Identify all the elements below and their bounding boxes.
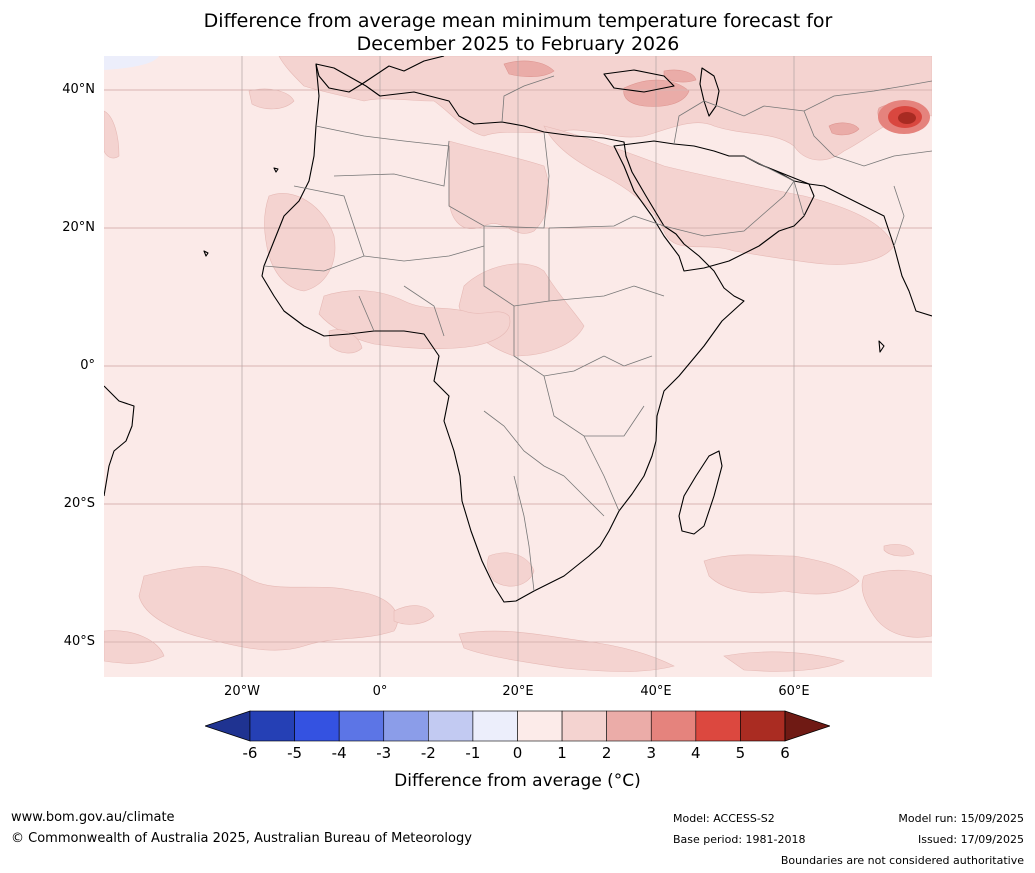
lon-label-0: 0°	[372, 684, 388, 699]
colorbar-cell	[606, 710, 652, 742]
colorbar-cell	[338, 710, 385, 742]
lat-label-40n: 40°N	[62, 82, 95, 97]
country-borders	[263, 75, 932, 592]
africa-coastline	[261, 63, 745, 603]
model-name: Model: ACCESS-S2	[673, 812, 775, 825]
colorbar-tick-label: 4	[691, 744, 701, 762]
lon-label-20e: 20°E	[502, 684, 534, 699]
colorbar-cell	[561, 710, 607, 742]
canary-islands	[273, 167, 279, 173]
colorbar-cell	[428, 710, 474, 742]
colorbar	[205, 710, 830, 742]
iran-coastline	[743, 155, 932, 317]
cold-anomaly-patch	[104, 56, 159, 70]
colorbar-tick-label: -5	[287, 744, 303, 762]
south-america-coastline	[104, 385, 135, 497]
colorbar-tick-label: -1	[465, 744, 481, 762]
title-line-1: Difference from average mean minimum tem…	[203, 10, 833, 32]
europe-coastline	[315, 56, 445, 93]
colorbar-cell	[472, 710, 518, 742]
caspian-coastline	[699, 67, 720, 117]
colorbar-tick-label: 0	[512, 744, 523, 762]
copyright-text: © Commonwealth of Australia 2025, Austra…	[11, 831, 472, 846]
colorbar-tick-label: -4	[331, 744, 347, 762]
sri-lanka	[878, 340, 885, 353]
colorbar-tick-label: 1	[557, 744, 567, 762]
issued-date: Issued: 17/09/2025	[917, 833, 1024, 846]
madagascar-coastline	[678, 450, 723, 535]
lon-label-40e: 40°E	[640, 684, 672, 699]
lon-label-60e: 60°E	[778, 684, 810, 699]
colorbar-cell	[249, 710, 295, 742]
colorbar-extend-low	[205, 710, 251, 742]
anomaly-1-2-patches	[104, 56, 932, 672]
title-line-2: December 2025 to February 2026	[356, 33, 680, 55]
lat-label-20n: 20°N	[62, 220, 95, 235]
colorbar-tick-label: -2	[420, 744, 436, 762]
colorbar-cell	[650, 710, 697, 742]
colorbar-cell	[383, 710, 429, 742]
base-period: Base period: 1981-2018	[673, 833, 806, 846]
black-sea-coastline	[603, 69, 675, 93]
model-run-date: Model run: 15/09/2025	[898, 812, 1024, 825]
lon-label-20w: 20°W	[224, 684, 260, 699]
lat-label-20s: 20°S	[63, 496, 95, 511]
colorbar-tick-label: 5	[735, 744, 746, 762]
colorbar-cell	[517, 710, 563, 742]
colorbar-tick-label: 3	[646, 744, 657, 762]
colorbar-tick-label: 2	[601, 744, 612, 762]
colorbar-cell	[740, 710, 786, 742]
boundaries-disclaimer: Boundaries are not considered authoritat…	[780, 854, 1024, 867]
website-link[interactable]: www.bom.gov.au/climate	[11, 810, 175, 825]
forecast-map	[104, 56, 932, 677]
colorbar-extend-high	[784, 710, 830, 742]
lat-label-0: 0°	[80, 358, 95, 373]
cape-verde	[203, 250, 209, 257]
chart-title: Difference from average mean minimum tem…	[104, 10, 932, 56]
colorbar-tick-label: -6	[242, 744, 258, 762]
meridians	[241, 56, 795, 677]
colorbar-tick-label: 6	[780, 744, 790, 762]
colorbar-cell	[294, 710, 340, 742]
anomaly-hotspot	[878, 100, 930, 134]
colorbar-tick-label: -3	[376, 744, 392, 762]
colorbar-cell	[695, 710, 741, 742]
lat-label-40s: 40°S	[63, 634, 95, 649]
colorbar-title: Difference from average (°C)	[394, 771, 641, 791]
